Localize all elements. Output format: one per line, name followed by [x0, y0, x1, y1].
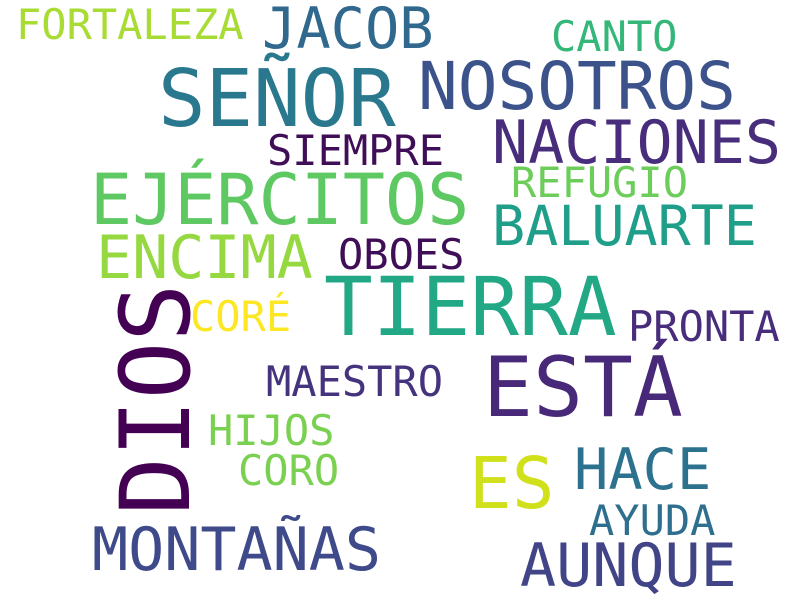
word-coro: CORO [238, 446, 340, 495]
word-oboes: OBOES [338, 230, 465, 279]
word-aunque: AUNQUE [520, 531, 737, 600]
word-montanas: MONTAÑAS [92, 515, 381, 585]
word-es: ES [469, 442, 555, 525]
word-ejercitos: EJÉRCITOS [90, 159, 470, 241]
word-tierra: TIERRA [324, 261, 617, 355]
word-esta: ESTÁ [483, 339, 683, 436]
word-core: CORÉ [190, 292, 292, 341]
word-canto: CANTO [551, 12, 678, 61]
word-nosotros: NOSOTROS [418, 48, 736, 125]
word-refugio: REFUGIO [511, 158, 689, 207]
word-hijos: HIJOS [208, 406, 335, 455]
word-naciones: NACIONES [492, 108, 781, 178]
word-siempre: SIEMPRE [267, 126, 445, 175]
word-baluarte: BALUARTE [492, 194, 757, 258]
word-pronta: PRONTA [628, 302, 780, 351]
word-maestro: MAESTRO [266, 357, 444, 406]
word-senor: SEÑOR [158, 53, 396, 145]
word-encima: ENCIMA [96, 223, 313, 293]
word-ayuda: AYUDA [589, 496, 716, 545]
word-fortaleza: FORTALEZA [16, 0, 244, 49]
word-hace: HACE [574, 437, 712, 503]
word-jacob: JACOB [262, 0, 434, 62]
